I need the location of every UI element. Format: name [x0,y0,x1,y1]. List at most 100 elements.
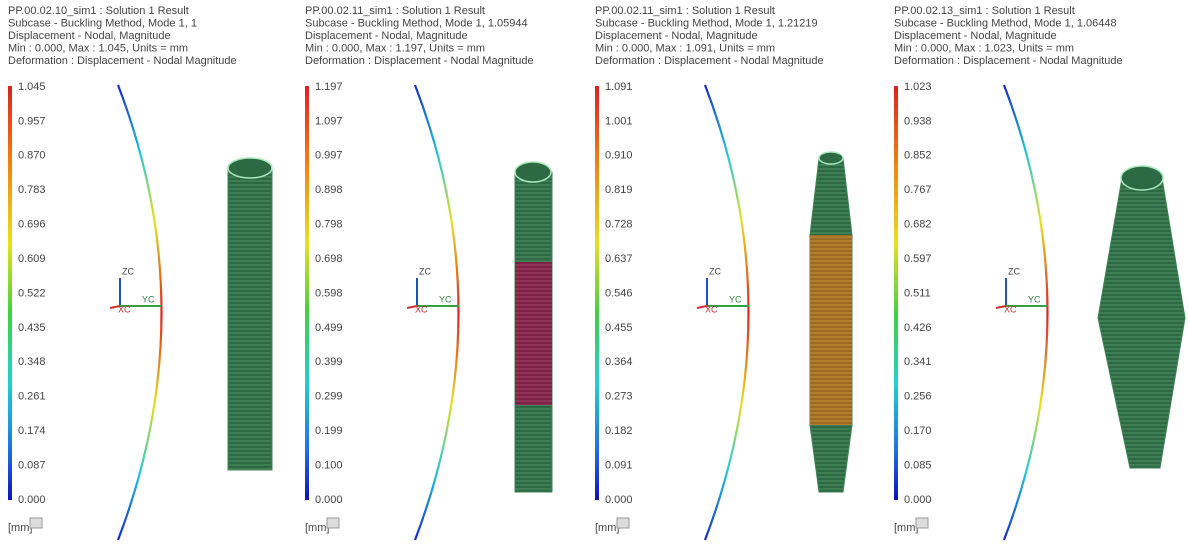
tube-model [228,168,272,470]
color-scale [894,86,898,500]
scale-label: 0.091 [605,459,633,471]
scale-label: 0.783 [18,184,46,196]
scale-label: 1.023 [904,81,932,93]
scale-label: 0.898 [315,184,343,196]
tube-section [810,235,852,425]
axis-x-label: XC [118,304,131,314]
scale-label: 0.767 [904,184,932,196]
scale-label: 0.426 [904,322,932,334]
scale-label: 0.819 [605,184,633,196]
scale-label: 0.364 [605,356,633,368]
unit-label: [mm] [894,522,918,534]
header-line: Subcase - Buckling Method, Mode 1, 1.212… [595,17,818,29]
tube-end [515,162,551,182]
scale-label: 0.299 [315,391,343,403]
view-cube [327,518,339,528]
header-line: Deformation : Displacement - Nodal Magni… [8,55,237,67]
scale-label: 0.499 [315,322,343,334]
scale-label: 0.511 [904,287,931,299]
unit-label: [mm] [8,522,32,534]
tube-model [1098,178,1185,468]
result-panel: PP.00.02.13_sim1 : Solution 1 ResultSubc… [894,5,1185,540]
header-line: PP.00.02.13_sim1 : Solution 1 Result [894,5,1075,17]
scale-label: 0.000 [315,494,343,506]
scale-label: 1.001 [605,115,633,127]
header-line: Displacement - Nodal, Magnitude [595,30,758,42]
scale-label: 0.997 [315,150,343,162]
scale-label: 0.455 [605,322,633,334]
unit-label: [mm] [595,522,619,534]
scale-label: 0.696 [18,219,46,231]
axis-z-label: ZC [709,266,721,276]
header-line: Displacement - Nodal, Magnitude [305,30,468,42]
color-scale [595,86,599,500]
unit-label: [mm] [305,522,329,534]
header-line: Displacement - Nodal, Magnitude [894,30,1057,42]
color-scale [305,86,309,500]
header-line: Displacement - Nodal, Magnitude [8,30,171,42]
scale-label: 0.182 [605,425,633,437]
header-line: Subcase - Buckling Method, Mode 1, 1 [8,17,197,29]
viewport: PP.00.02.10_sim1 : Solution 1 ResultSubc… [0,0,1188,544]
scale-label: 1.197 [315,81,343,93]
scale-label: 0.341 [904,356,932,368]
tube-end [1121,166,1163,190]
scale-label: 0.609 [18,253,46,265]
tube-end [819,152,843,164]
scale-label: 0.938 [904,115,932,127]
scale-label: 0.348 [18,356,46,368]
scale-label: 0.273 [605,391,633,403]
scale-label: 0.000 [605,494,633,506]
header-line: Deformation : Displacement - Nodal Magni… [595,55,824,67]
scale-label: 0.546 [605,287,633,299]
axis-z-label: ZC [1008,266,1020,276]
axis-y-label: YC [729,294,742,304]
header-line: PP.00.02.10_sim1 : Solution 1 Result [8,5,189,17]
axis-z-label: ZC [419,266,431,276]
header-line: Min : 0.000, Max : 1.023, Units = mm [894,42,1074,54]
header-line: PP.00.02.11_sim1 : Solution 1 Result [305,5,485,17]
scale-label: 0.256 [904,391,932,403]
scale-label: 0.199 [315,425,343,437]
axis-x-label: XC [705,304,718,314]
axis-x-label: XC [1004,304,1017,314]
page: PP.00.02.10_sim1 : Solution 1 ResultSubc… [0,0,1188,549]
view-cube [30,518,42,528]
scale-label: 1.045 [18,81,46,93]
scale-label: 0.637 [605,253,633,265]
axis-y-label: YC [439,294,452,304]
scale-label: 0.682 [904,219,932,231]
scale-label: 0.598 [315,287,343,299]
header-line: Min : 0.000, Max : 1.045, Units = mm [8,42,188,54]
scale-label: 0.399 [315,356,343,368]
tube-section [515,262,552,405]
scale-label: 0.728 [605,219,633,231]
scale-label: 0.261 [18,391,46,403]
scale-label: 1.097 [315,115,343,127]
scale-label: 0.957 [18,115,46,127]
scale-label: 0.435 [18,322,46,334]
header-line: Min : 0.000, Max : 1.091, Units = mm [595,42,775,54]
header-line: Min : 0.000, Max : 1.197, Units = mm [305,42,485,54]
scale-label: 0.698 [315,253,343,265]
scale-label: 1.091 [605,81,633,93]
axis-y-label: YC [1028,294,1041,304]
scale-label: 0.087 [18,459,46,471]
scale-label: 0.910 [605,150,633,162]
axis-y-label: YC [142,294,155,304]
scale-label: 0.852 [904,150,932,162]
scale-label: 0.100 [315,459,343,471]
scale-label: 0.870 [18,150,46,162]
result-panel: PP.00.02.10_sim1 : Solution 1 ResultSubc… [8,5,272,540]
result-panel: PP.00.02.11_sim1 : Solution 1 ResultSubc… [305,5,552,540]
header-line: Subcase - Buckling Method, Mode 1, 1.059… [305,17,528,29]
scale-label: 0.798 [315,219,343,231]
scale-label: 0.000 [18,494,46,506]
view-cube [916,518,928,528]
scale-label: 0.000 [904,494,932,506]
scale-label: 0.522 [18,287,46,299]
scale-label: 0.174 [18,425,46,437]
header-line: Deformation : Displacement - Nodal Magni… [305,55,534,67]
scale-label: 0.085 [904,459,932,471]
axis-x-label: XC [415,304,428,314]
